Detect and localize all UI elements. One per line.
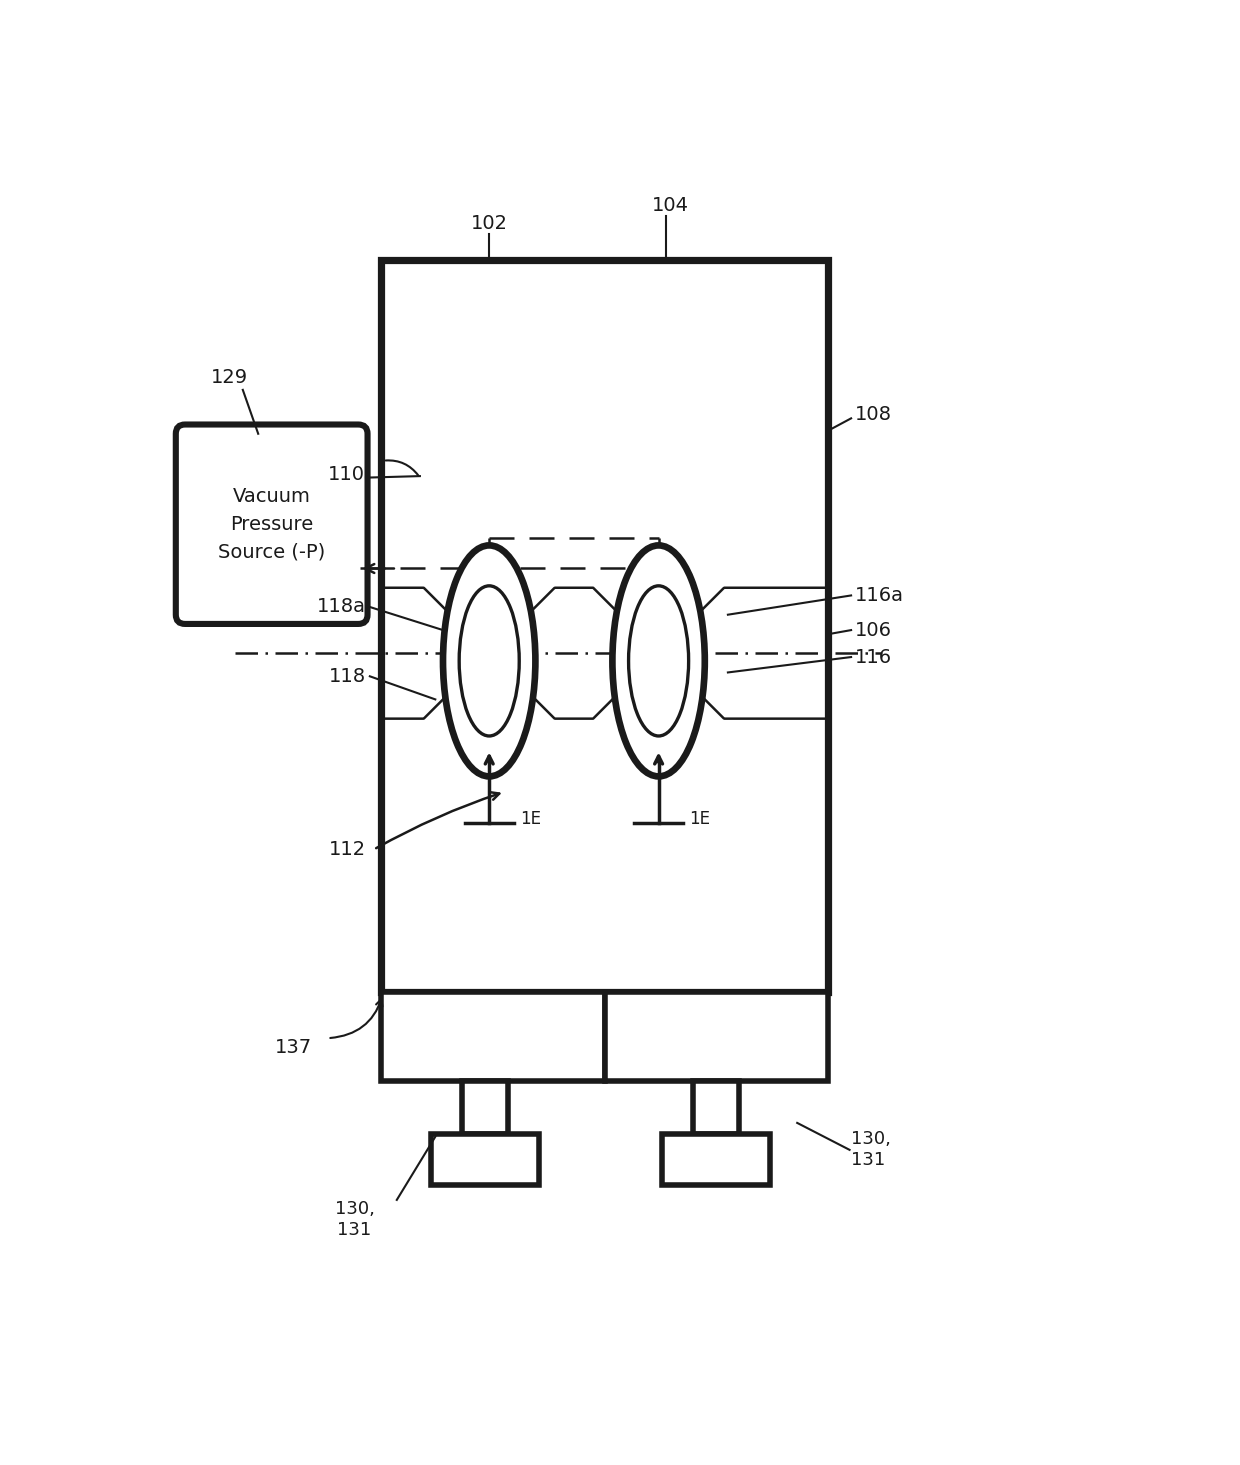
Text: 116: 116 <box>854 648 892 667</box>
Bar <box>432 1134 539 1185</box>
Text: 118a: 118a <box>317 598 366 617</box>
Text: 106: 106 <box>854 621 892 640</box>
Text: 130,
131: 130, 131 <box>851 1131 892 1169</box>
Ellipse shape <box>459 586 520 735</box>
Ellipse shape <box>613 545 704 776</box>
Bar <box>693 1081 739 1134</box>
Text: 129: 129 <box>211 368 248 387</box>
Ellipse shape <box>443 545 536 776</box>
Bar <box>382 992 605 1081</box>
Text: 116a: 116a <box>854 586 904 605</box>
Bar <box>382 261 828 992</box>
Bar <box>463 1081 508 1134</box>
Text: 1E: 1E <box>689 810 711 828</box>
Text: 137: 137 <box>275 1037 312 1056</box>
Text: 102: 102 <box>471 214 507 233</box>
Text: 104: 104 <box>652 195 688 214</box>
Text: 108: 108 <box>854 404 892 423</box>
Bar <box>662 1134 770 1185</box>
Text: Vacuum
Pressure
Source (-P): Vacuum Pressure Source (-P) <box>218 486 325 561</box>
Text: 1E: 1E <box>520 810 541 828</box>
Text: 112: 112 <box>329 839 366 858</box>
Bar <box>605 992 828 1081</box>
Text: 118: 118 <box>329 667 366 686</box>
Text: 110: 110 <box>327 464 365 483</box>
Text: 130,
131: 130, 131 <box>335 1200 374 1239</box>
Ellipse shape <box>629 586 688 735</box>
FancyBboxPatch shape <box>176 425 367 624</box>
